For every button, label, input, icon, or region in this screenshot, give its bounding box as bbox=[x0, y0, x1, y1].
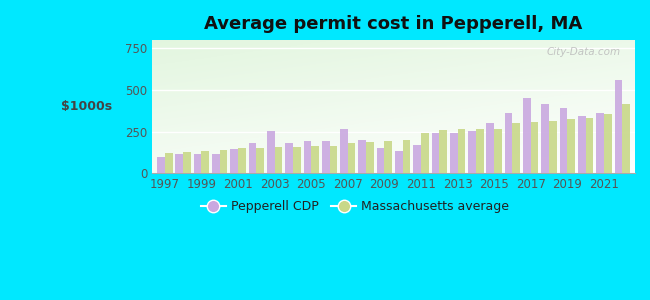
Bar bbox=[293, 147, 300, 173]
Bar bbox=[275, 147, 282, 173]
Bar bbox=[340, 129, 348, 173]
Bar bbox=[604, 114, 612, 173]
Bar bbox=[512, 123, 520, 173]
Bar bbox=[586, 118, 593, 173]
Bar bbox=[614, 80, 622, 173]
Bar bbox=[285, 142, 293, 173]
Bar bbox=[476, 129, 484, 173]
Bar bbox=[212, 154, 220, 173]
Bar bbox=[622, 104, 630, 173]
Bar bbox=[384, 141, 392, 173]
Bar bbox=[366, 142, 374, 173]
Bar bbox=[377, 148, 384, 173]
Bar bbox=[549, 121, 556, 173]
Bar bbox=[348, 142, 356, 173]
Bar bbox=[450, 133, 458, 173]
Bar bbox=[505, 112, 512, 173]
Bar bbox=[220, 150, 228, 173]
Bar bbox=[541, 104, 549, 173]
Bar bbox=[358, 140, 366, 173]
Bar bbox=[176, 154, 183, 173]
Legend: Pepperell CDP, Massachusetts average: Pepperell CDP, Massachusetts average bbox=[196, 195, 514, 218]
Bar bbox=[311, 146, 319, 173]
Bar bbox=[494, 129, 502, 173]
Bar bbox=[202, 151, 209, 173]
Bar bbox=[421, 134, 428, 173]
Bar bbox=[304, 141, 311, 173]
Bar bbox=[458, 129, 465, 173]
Bar bbox=[486, 123, 494, 173]
Bar bbox=[578, 116, 586, 173]
Bar bbox=[523, 98, 531, 173]
Bar bbox=[531, 122, 538, 173]
Bar bbox=[238, 148, 246, 173]
Title: Average permit cost in Pepperell, MA: Average permit cost in Pepperell, MA bbox=[204, 15, 582, 33]
Y-axis label: $1000s: $1000s bbox=[60, 100, 112, 113]
Bar bbox=[330, 146, 337, 173]
Bar bbox=[194, 154, 202, 173]
Text: City-Data.com: City-Data.com bbox=[547, 47, 621, 57]
Bar bbox=[256, 148, 264, 173]
Bar bbox=[432, 134, 439, 173]
Bar bbox=[468, 131, 476, 173]
Bar bbox=[322, 141, 330, 173]
Bar bbox=[560, 109, 567, 173]
Bar bbox=[267, 131, 275, 173]
Bar bbox=[567, 119, 575, 173]
Bar bbox=[249, 143, 256, 173]
Bar bbox=[157, 157, 165, 173]
Bar bbox=[413, 145, 421, 173]
Bar bbox=[395, 151, 403, 173]
Bar bbox=[439, 130, 447, 173]
Bar bbox=[230, 149, 238, 173]
Bar bbox=[596, 112, 604, 173]
Bar bbox=[165, 153, 172, 173]
Bar bbox=[403, 140, 410, 173]
Bar bbox=[183, 152, 191, 173]
